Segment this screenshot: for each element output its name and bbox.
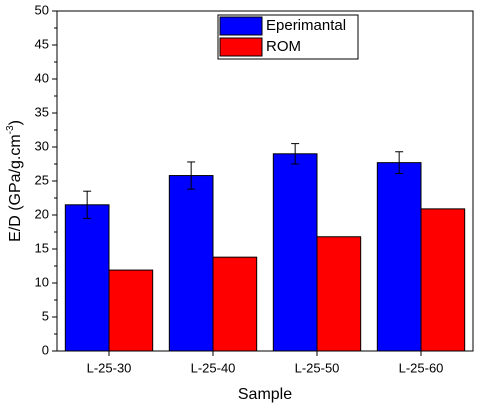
- bar: [168, 175, 214, 352]
- bar: [212, 256, 258, 352]
- legend-swatch: [219, 16, 263, 36]
- error-bar: [395, 151, 404, 175]
- error-bar: [187, 161, 196, 190]
- y-axis-title: E/D (GPa/g.cm-3): [5, 120, 25, 242]
- bar: [108, 269, 154, 352]
- y-tick-label: 35: [35, 104, 49, 119]
- bar: [64, 204, 110, 352]
- y-axis-title-end: ): [7, 120, 24, 125]
- plot-frame: [56, 10, 474, 352]
- x-tick-label: L-25-30: [87, 360, 132, 375]
- y-tick-label: 10: [35, 274, 49, 289]
- y-tick-label: 20: [35, 206, 49, 221]
- bar: [316, 236, 362, 352]
- y-tick-label: 5: [42, 308, 49, 323]
- y-axis-title-sup: -3: [5, 125, 16, 134]
- legend-label: Eperimantal: [266, 17, 346, 34]
- y-tick-label: 15: [35, 240, 49, 255]
- x-tick-label: L-25-50: [295, 360, 340, 375]
- legend-label: ROM: [266, 38, 301, 55]
- bar: [376, 162, 422, 352]
- x-axis-title: Sample: [238, 386, 292, 403]
- y-tick-label: 30: [35, 138, 49, 153]
- y-tick-label: 40: [35, 70, 49, 85]
- y-tick-label: 0: [42, 342, 49, 357]
- error-bar: [291, 143, 300, 165]
- y-axis-title-main: E/D (GPa/g.cm: [7, 134, 24, 242]
- x-tick-label: L-25-40: [191, 360, 236, 375]
- bar: [420, 208, 466, 352]
- bar: [272, 153, 318, 352]
- x-tick-label: L-25-60: [399, 360, 444, 375]
- legend-swatch: [219, 37, 263, 57]
- error-bar: [83, 190, 92, 219]
- y-tick-label: 25: [35, 172, 49, 187]
- y-tick-label: 45: [35, 36, 49, 51]
- y-tick-label: 50: [35, 2, 49, 17]
